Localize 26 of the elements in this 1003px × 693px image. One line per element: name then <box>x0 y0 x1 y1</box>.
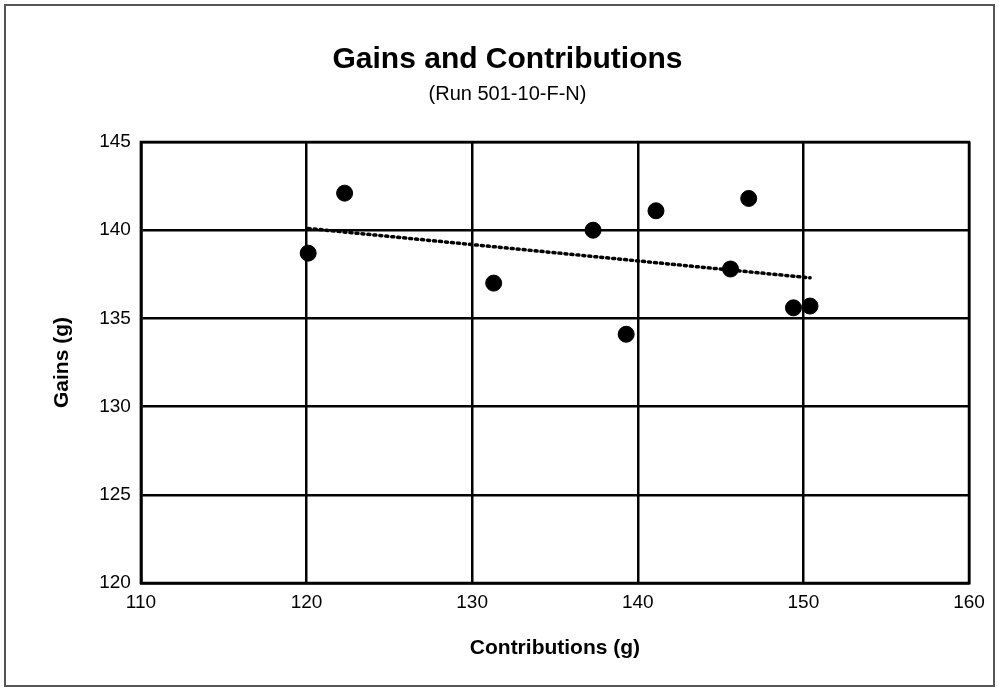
chart-title: Gains and Contributions <box>332 41 683 75</box>
y-tick-label: 120 <box>99 571 131 593</box>
x-tick-label: 160 <box>953 590 985 612</box>
x-tick-label: 120 <box>290 590 323 612</box>
point <box>617 325 635 343</box>
point <box>722 260 740 278</box>
y-tick-label: 145 <box>99 130 131 152</box>
chart-subtitle: (Run 501-10-F-N) <box>428 81 587 104</box>
point <box>584 221 602 239</box>
point <box>784 299 802 317</box>
point <box>299 244 317 262</box>
y-tick-label: 125 <box>99 483 131 505</box>
point <box>336 184 354 202</box>
x-tick-label: 110 <box>125 590 157 612</box>
x-axis-title: Contributions (g) <box>469 635 641 659</box>
x-tick-label: 150 <box>787 590 820 612</box>
y-axis-title: Gains (g) <box>49 316 73 409</box>
x-tick-label: 130 <box>456 590 488 612</box>
point <box>801 297 819 315</box>
x-tick-label: 140 <box>621 590 654 612</box>
y-tick-label: 130 <box>99 394 131 416</box>
point <box>740 189 758 207</box>
y-tick-label: 135 <box>99 306 131 328</box>
y-tick-label: 140 <box>99 218 131 240</box>
point <box>485 274 503 292</box>
point <box>647 202 665 220</box>
